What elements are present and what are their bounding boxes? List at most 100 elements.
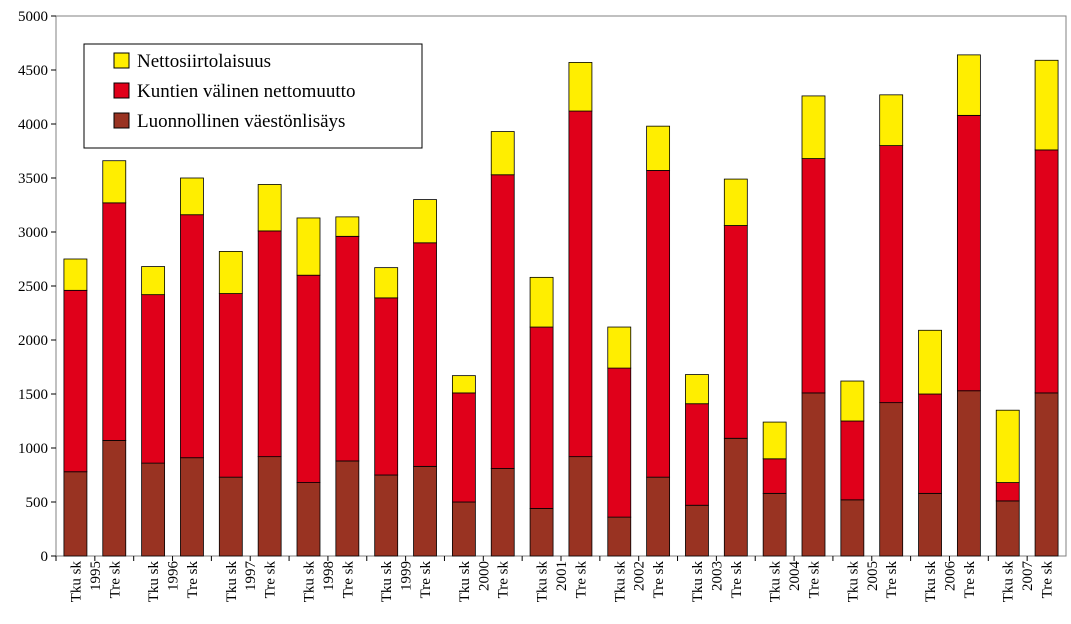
x-tick-label-year: 1999 [399, 561, 415, 591]
y-axis: 0 500 1000 1500 2000 2500 3000 3500 4000 4500 5000 [18, 9, 56, 565]
bar-segment [529, 326, 554, 509]
bar-segment [607, 367, 632, 518]
bar-segment [218, 476, 243, 557]
x-tick-label-region: Tre sk [496, 561, 512, 599]
bar-segment [646, 476, 671, 557]
legend: Nettosiirtolaisuus Kuntien välinen nettom… [83, 43, 423, 149]
bar-segment [451, 392, 476, 503]
x-tick-label-region: Tku sk [1001, 561, 1017, 603]
bar-segment [257, 456, 282, 557]
x-tick-label-year: 2003 [709, 561, 725, 591]
bar-segment [413, 242, 437, 467]
bar-segment [646, 170, 671, 478]
bar-segment [451, 375, 476, 394]
bar-segment [1034, 59, 1059, 151]
bar-segment [218, 251, 243, 294]
x-axis: Tku sk Tre sk Tku sk Tre sk Tku sk Tre sk Tku … [55, 556, 1056, 603]
bar-segment [1034, 392, 1059, 557]
x-tick-label-region: Tre sk [962, 561, 978, 599]
bar-segment [801, 95, 826, 159]
legend-swatch [113, 82, 130, 99]
x-tick-label-region: Tre sk [1040, 561, 1056, 599]
bar-segment [762, 492, 787, 557]
legend-swatch [113, 112, 130, 129]
bar-segment [568, 110, 593, 458]
bar-segment [801, 158, 826, 394]
bar-segment [63, 471, 88, 557]
bar-segment [918, 492, 942, 557]
bar-segment [723, 437, 748, 557]
x-tick-label-region: Tre sk [573, 561, 589, 599]
y-tick-label: 4000 [18, 117, 48, 133]
bar-segment [607, 516, 632, 557]
bar-segment [296, 274, 321, 483]
y-tick-label: 3500 [18, 171, 48, 187]
x-tick-label-year: 1995 [88, 561, 104, 591]
x-tick-label-region: Tre sk [263, 561, 279, 599]
x-tick-label-region: Tku sk [690, 561, 706, 603]
bar-segment [879, 402, 904, 557]
bar-segment [296, 482, 321, 557]
x-tick-label-region: Tre sk [884, 561, 900, 599]
x-tick-label-year: 1997 [243, 561, 259, 592]
y-tick-label: 5000 [18, 9, 48, 25]
y-tick-label: 500 [26, 495, 49, 511]
bar-segment [995, 500, 1020, 557]
x-tick-label-year: 2002 [632, 561, 648, 591]
x-tick-label-region: Tre sk [185, 561, 201, 599]
bar-segment [685, 374, 709, 405]
y-tick-label: 3000 [18, 225, 48, 241]
x-tick-label-region: Tku sk [845, 561, 861, 603]
bar-segment [335, 460, 360, 557]
bar-segment [490, 468, 515, 557]
y-tick-label: 2500 [18, 279, 48, 295]
bar-segment [180, 177, 204, 216]
x-tick-label-region: Tku sk [146, 561, 162, 603]
bar-segment [490, 174, 515, 469]
bar-segment [257, 184, 282, 232]
bar-segment [529, 276, 554, 328]
bar-segment [257, 230, 282, 458]
legend-label: Luonnollinen väestönlisäys [137, 111, 345, 132]
bars [63, 54, 1059, 557]
x-tick-label-region: Tre sk [340, 561, 356, 599]
bar-segment [413, 199, 437, 244]
bar-segment [568, 456, 593, 557]
bar-segment [141, 462, 166, 557]
x-tick-label-region: Tku sk [302, 561, 318, 603]
bar-segment [879, 94, 904, 146]
legend-box [83, 43, 423, 149]
bar-segment [607, 326, 632, 369]
x-tick-label-year: 2005 [865, 561, 881, 591]
bar-segment [879, 145, 904, 404]
x-tick-label-year: 2001 [554, 561, 570, 591]
x-tick-label-region: Tku sk [768, 561, 784, 603]
x-tick-label-year: 2006 [942, 561, 958, 592]
bar-segment [840, 499, 865, 557]
bar-segment [180, 214, 204, 459]
bar-segment [141, 294, 166, 464]
x-tick-label-region: Tku sk [923, 561, 939, 603]
bar-segment [956, 114, 981, 392]
bar-segment [218, 293, 243, 478]
bar-segment [374, 474, 399, 557]
bar-segment [335, 235, 360, 462]
bar-segment [956, 390, 981, 557]
x-tick-label-region: Tku sk [224, 561, 240, 603]
x-tick-label-year: 2004 [787, 561, 803, 592]
x-tick-label-region: Tku sk [457, 561, 473, 603]
x-tick-label-year: 1996 [166, 561, 182, 592]
legend-label: Nettosiirtolaisuus [137, 51, 271, 72]
bar-segment [840, 420, 865, 501]
x-tick-label-region: Tre sk [107, 561, 123, 599]
bar-segment [995, 482, 1020, 502]
bar-segment [451, 501, 476, 557]
bar-segment [801, 392, 826, 557]
x-tick-label-region: Tku sk [379, 561, 395, 603]
bar-segment [296, 217, 321, 276]
bar-segment [374, 267, 399, 299]
bar-segment [63, 289, 88, 473]
bar-segment [840, 380, 865, 422]
x-tick-label-region: Tku sk [68, 561, 84, 603]
